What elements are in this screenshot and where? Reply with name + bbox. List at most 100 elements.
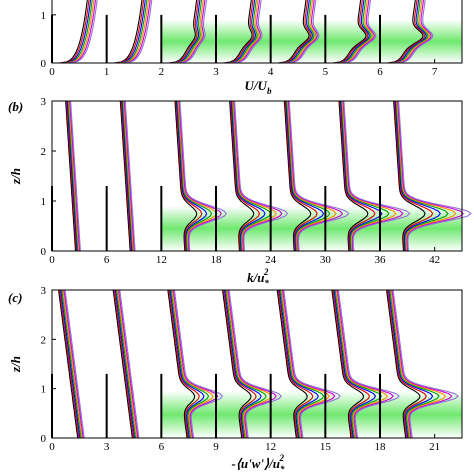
profile-curve	[279, 0, 312, 64]
profile-curve	[228, 0, 258, 64]
y-tick-label: 2	[41, 146, 47, 158]
profile-curve	[338, 100, 369, 252]
profile-curve	[222, 289, 252, 439]
profile-curve	[284, 0, 317, 64]
profile-curve	[229, 100, 260, 252]
profile-curve	[287, 100, 344, 252]
profile-curve	[223, 289, 257, 439]
profile-curve	[339, 100, 376, 252]
profile-curve	[112, 289, 133, 439]
x-tick-label: 0	[49, 66, 55, 78]
profile-curve	[281, 289, 330, 439]
profile-curve	[171, 289, 214, 439]
panel-b-frame	[51, 100, 463, 252]
panel-b-ylabel: z/h	[8, 168, 23, 185]
profile-curve	[341, 100, 397, 252]
profile-curve	[113, 289, 135, 439]
profile-curve	[64, 289, 85, 439]
profile-curve	[170, 289, 210, 439]
profile-curve	[118, 0, 148, 64]
profile-curve	[334, 289, 383, 439]
profile-curve	[395, 0, 432, 64]
profile-curve	[69, 0, 98, 64]
profile-curve	[337, 289, 400, 439]
profile-curve	[123, 0, 153, 64]
panel-b-tag: (b)	[8, 99, 23, 114]
y-tick-label: 0	[41, 246, 47, 258]
profile-curve	[171, 0, 201, 64]
x-tick-label: 2	[159, 66, 165, 78]
profile-curve	[67, 0, 97, 64]
x-tick-label: 12	[156, 254, 167, 266]
profile-curve	[230, 100, 266, 252]
profile-curve	[119, 100, 131, 252]
x-tick-label: 1	[104, 66, 110, 78]
y-tick-label: 3	[41, 96, 47, 108]
profile-curve	[178, 0, 207, 64]
profile-curve	[279, 289, 325, 439]
profile-curve	[286, 100, 331, 252]
profile-curve	[397, 0, 434, 64]
profile-curve	[114, 289, 136, 439]
profile-curve	[117, 0, 146, 64]
profile-curve	[340, 0, 375, 64]
profile-curve	[233, 0, 263, 64]
profile-curve	[282, 289, 336, 439]
profile-curve	[70, 100, 81, 252]
profile-curve	[115, 289, 137, 439]
profile-curve	[397, 100, 465, 252]
profile-curve	[287, 0, 320, 64]
profile-curve	[339, 0, 374, 64]
profile-curve	[120, 0, 150, 64]
x-tick-label: 9	[213, 441, 219, 453]
profile-curve	[282, 0, 315, 64]
profile-curve	[392, 289, 459, 439]
panel-c-tag: (c)	[8, 290, 22, 305]
profile-curve	[63, 289, 84, 439]
profile-curve	[168, 0, 198, 64]
x-tick-label: 4	[268, 66, 274, 78]
profile-curve	[122, 0, 151, 64]
profile-curve	[113, 0, 143, 64]
profile-curve	[332, 289, 371, 439]
profile-curve	[121, 100, 133, 252]
profile-curve	[123, 100, 135, 252]
profile-curve	[170, 0, 199, 64]
profile-curve	[387, 289, 427, 439]
profile-curve	[335, 0, 370, 64]
panel-c-frame	[51, 289, 463, 439]
y-tick-label: 2	[41, 334, 47, 346]
profile-curve	[227, 289, 277, 439]
profile-curve	[331, 289, 365, 439]
x-tick-label: 6	[104, 254, 110, 266]
profile-curve	[336, 289, 394, 439]
profile-curve	[283, 289, 341, 439]
x-tick-label: 24	[265, 254, 277, 266]
profile-curve	[332, 0, 367, 64]
profile-curve	[388, 289, 434, 439]
profile-curve	[176, 100, 208, 252]
profile-curve	[168, 289, 200, 439]
profile-curve	[389, 289, 440, 439]
profile-curve	[343, 100, 411, 252]
profile-curve	[391, 289, 453, 439]
x-tick-label: 21	[429, 441, 440, 453]
profile-curve	[392, 0, 429, 64]
profile-curve	[122, 100, 134, 252]
profile-curve	[342, 0, 377, 64]
profile-curve	[223, 0, 253, 64]
profile-curve	[393, 100, 434, 252]
profile-curve	[123, 100, 135, 252]
profile-curve	[286, 0, 318, 64]
profile-curve	[119, 289, 140, 439]
y-tick-label: 1	[41, 196, 47, 208]
profile-curve	[232, 100, 277, 252]
profile-curve	[176, 0, 206, 64]
profile-curve	[64, 0, 93, 64]
x-tick-label: 36	[375, 254, 387, 266]
profile-curve	[59, 0, 88, 64]
profile-curve	[234, 100, 289, 252]
x-tick-label: 0	[49, 441, 55, 453]
y-tick-label: 0	[41, 433, 47, 445]
